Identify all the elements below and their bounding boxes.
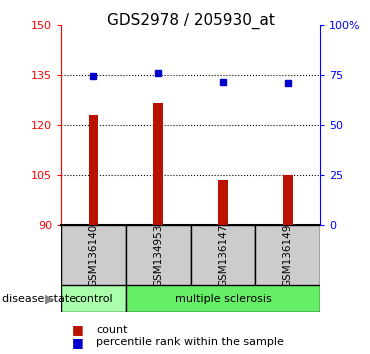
Bar bbox=[88, 115, 98, 225]
Bar bbox=[61, 225, 126, 285]
Bar bbox=[153, 103, 163, 225]
Text: count: count bbox=[96, 325, 128, 335]
Text: GSM136147: GSM136147 bbox=[218, 223, 228, 287]
Bar bbox=[61, 285, 126, 312]
Bar bbox=[218, 180, 228, 225]
Bar bbox=[191, 225, 255, 285]
Text: GSM134953: GSM134953 bbox=[153, 223, 163, 287]
Text: GSM136140: GSM136140 bbox=[88, 223, 98, 286]
Text: control: control bbox=[74, 293, 113, 304]
Bar bbox=[283, 175, 293, 225]
Bar bbox=[126, 285, 320, 312]
Bar bbox=[126, 225, 191, 285]
Text: ■: ■ bbox=[72, 324, 84, 336]
Text: multiple sclerosis: multiple sclerosis bbox=[175, 293, 271, 304]
Text: GSM136149: GSM136149 bbox=[283, 223, 293, 287]
Text: disease state: disease state bbox=[2, 293, 76, 304]
Text: GDS2978 / 205930_at: GDS2978 / 205930_at bbox=[107, 12, 275, 29]
Bar bbox=[255, 225, 320, 285]
Text: percentile rank within the sample: percentile rank within the sample bbox=[96, 337, 284, 347]
Text: ▶: ▶ bbox=[45, 292, 55, 305]
Text: ■: ■ bbox=[72, 336, 84, 349]
